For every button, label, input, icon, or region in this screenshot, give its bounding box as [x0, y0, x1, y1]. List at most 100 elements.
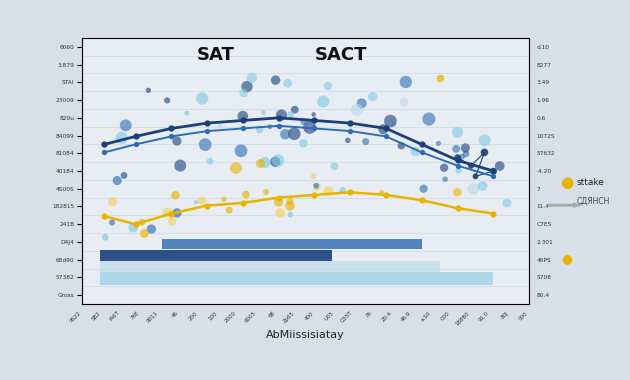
Point [410, 148, 420, 154]
Text: ●: ● [561, 252, 573, 265]
Bar [100, 250, 333, 261]
Point [389, 121, 399, 127]
Point [323, 83, 333, 89]
Point [258, 109, 268, 116]
Point [215, 123, 226, 129]
Point [270, 77, 280, 83]
Point [299, 141, 309, 147]
Point [242, 84, 252, 90]
Point [471, 173, 481, 179]
Point [461, 151, 471, 157]
Point [231, 165, 241, 171]
Point [361, 139, 371, 145]
Point [100, 142, 110, 148]
Point [171, 192, 181, 198]
Point [197, 95, 207, 101]
Point [305, 124, 315, 130]
Point [309, 173, 319, 179]
Point [275, 210, 285, 216]
Point [146, 226, 156, 232]
Point [451, 146, 461, 152]
Point [200, 142, 210, 148]
Point [452, 129, 462, 135]
Point [440, 176, 450, 182]
Point [191, 199, 201, 205]
Point [461, 145, 471, 151]
Point [121, 122, 131, 128]
Text: sttake: sttake [576, 178, 604, 187]
Point [128, 225, 138, 231]
Point [219, 196, 229, 202]
Point [289, 131, 299, 137]
Point [329, 163, 340, 169]
Text: ●: ● [560, 175, 574, 190]
Point [255, 127, 265, 133]
Point [239, 90, 249, 96]
Point [495, 163, 505, 169]
Point [260, 159, 270, 165]
Point [175, 163, 185, 169]
Point [143, 87, 153, 93]
Point [378, 126, 388, 132]
Point [311, 183, 321, 189]
Bar [100, 261, 440, 272]
Point [119, 173, 129, 179]
Point [352, 107, 362, 113]
Point [399, 99, 409, 105]
Point [338, 187, 348, 193]
Point [112, 177, 122, 184]
X-axis label: AbMiissisiatay: AbMiissisiatay [266, 331, 345, 340]
Point [265, 124, 275, 130]
Point [466, 163, 476, 169]
Point [277, 112, 287, 118]
Point [247, 75, 257, 81]
Point [357, 100, 367, 106]
Point [312, 184, 322, 190]
Point [454, 168, 464, 174]
Point [255, 160, 265, 166]
Point [290, 107, 300, 113]
Bar [163, 239, 422, 249]
Point [469, 186, 479, 192]
Point [139, 230, 149, 236]
Point [368, 93, 378, 100]
Point [377, 189, 387, 195]
Text: SAT: SAT [197, 46, 235, 64]
Point [283, 80, 293, 86]
Point [273, 157, 283, 163]
Point [285, 111, 295, 117]
Point [479, 137, 490, 143]
Point [163, 209, 173, 215]
Point [479, 149, 490, 155]
Point [224, 207, 234, 213]
Text: SACT: SACT [315, 46, 367, 64]
Point [424, 116, 434, 122]
Point [386, 118, 396, 124]
Point [162, 97, 172, 103]
Point [205, 158, 215, 164]
Point [452, 189, 462, 195]
Point [182, 110, 192, 116]
Point [197, 198, 207, 204]
Point [167, 218, 177, 225]
Point [241, 192, 251, 198]
Point [401, 79, 411, 85]
Point [299, 119, 309, 125]
Bar [100, 272, 493, 285]
Point [108, 199, 118, 205]
Point [280, 131, 290, 137]
Point [261, 189, 271, 195]
Point [172, 138, 182, 144]
Point [478, 183, 488, 189]
Point [318, 98, 328, 104]
Point [107, 220, 117, 226]
Point [433, 141, 444, 147]
Point [439, 165, 449, 171]
Point [273, 199, 284, 205]
Point [137, 219, 147, 225]
Point [309, 111, 319, 117]
Point [172, 210, 182, 216]
Point [117, 135, 127, 141]
Point [452, 155, 462, 161]
Point [418, 186, 428, 192]
